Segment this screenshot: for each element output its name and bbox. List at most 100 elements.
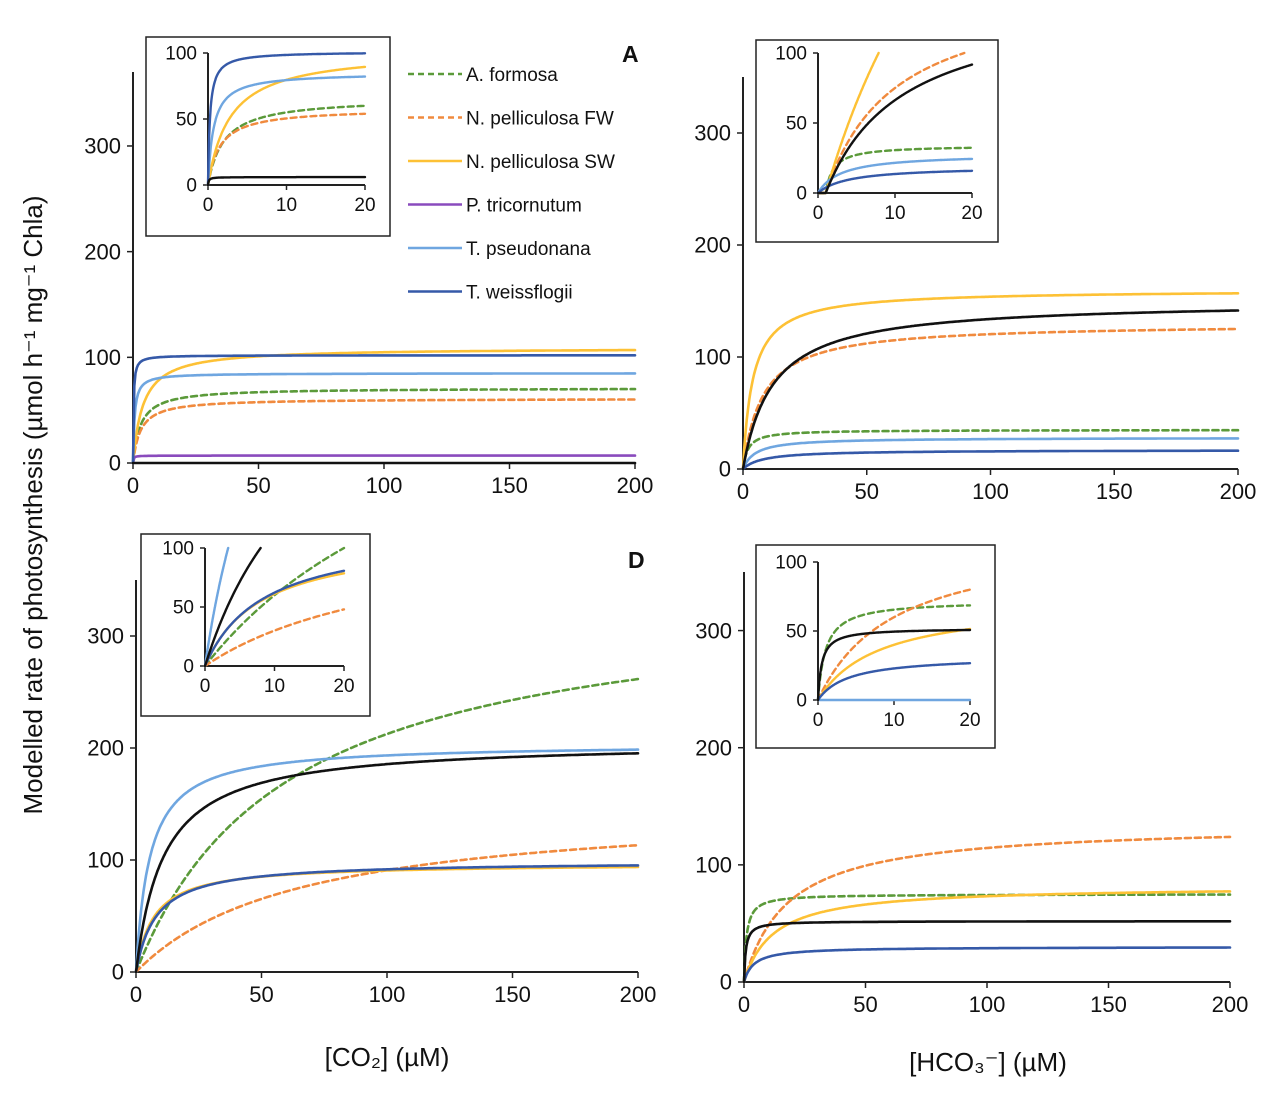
panel-b-inset-series-t-weissflogii xyxy=(816,169,974,195)
panel-label-d: D xyxy=(628,547,645,573)
x-axis-title-hco3: [HCO₃⁻] (µM) xyxy=(909,1047,1067,1077)
panel-b-inset-series-a-formosa xyxy=(816,146,974,195)
panel-d-x-tick-label: 150 xyxy=(1090,992,1127,1017)
panel-b-inset-y-tick-label: 100 xyxy=(775,44,807,65)
panel-c-inset-series-unlabeled xyxy=(203,546,262,668)
legend-label: N. pelliculosa SW xyxy=(466,152,615,173)
panel-c-inset-x-tick-label: 0 xyxy=(200,676,211,697)
panel-a-series-n-pelliculosa-sw xyxy=(131,348,637,465)
panel-b-inset-y-tick-label: 0 xyxy=(796,184,807,205)
panel-d-y-tick-label: 200 xyxy=(695,735,732,760)
legend-item-p-tricornutum: P. tricornutum xyxy=(408,196,582,217)
panel-c-inset-y-tick-label: 0 xyxy=(183,657,194,678)
panel-c-y-tick-label: 100 xyxy=(87,848,124,873)
panel-b-inset-series-n-pelliculosa-fw xyxy=(816,51,966,195)
panel-d-x-tick-label: 200 xyxy=(1212,992,1249,1017)
panel-b-series-a-formosa xyxy=(741,428,1240,471)
panel-d-inset-series-n-pelliculosa-fw xyxy=(816,588,972,702)
panel-a-y-tick-label: 200 xyxy=(84,239,121,264)
panel-c-series-unlabeled xyxy=(134,752,640,974)
panel-a-x-tick-label: 50 xyxy=(246,473,270,498)
panel-label-a: A xyxy=(622,41,639,67)
panel-d-series-n-pelliculosa-sw xyxy=(742,890,1232,984)
panel-d-inset-series-a-formosa xyxy=(816,604,972,702)
panel-c-inset: 0 10 20 0 50 100 xyxy=(140,533,371,717)
legend-label: T. pseudonana xyxy=(466,239,591,260)
panel-b-x-tick-label: 100 xyxy=(972,479,1009,504)
panel-c-x-tick-label: 200 xyxy=(620,982,657,1007)
panel-a-inset-series-n-pelliculosa-fw xyxy=(206,112,367,187)
panel-a-series-p-tricornutum xyxy=(131,454,637,465)
legend-label: A. formosa xyxy=(466,65,558,86)
panel-c-series-t-pseudonana xyxy=(134,748,640,974)
panel-a-series-n-pelliculosa-fw xyxy=(131,398,637,465)
panel-d-inset: 0 10 20 0 50 100 xyxy=(755,544,996,749)
panel-c-x-tick-label: 100 xyxy=(369,982,406,1007)
y-axis-title: Modelled rate of photosynthesis (µmol h⁻… xyxy=(18,195,48,814)
panel-a-inset-y-tick-label: 50 xyxy=(176,110,197,131)
panel-a-inset-y-tick-label: 0 xyxy=(186,176,197,197)
panel-a-series-t-weissflogii xyxy=(131,354,637,465)
panel-c-y-tick-label: 200 xyxy=(87,736,124,761)
panel-c-series-a-formosa xyxy=(134,677,640,974)
panel-d-y-tick-label: 100 xyxy=(695,853,732,878)
panel-c-inset-y-tick-label: 100 xyxy=(162,539,194,560)
panel-d-inset-series-n-pelliculosa-sw xyxy=(816,627,972,702)
panel-b-y-tick-label: 100 xyxy=(694,345,731,370)
panel-c-x-tick-label: 50 xyxy=(249,982,273,1007)
panel-c-x-tick-label: 0 xyxy=(130,982,142,1007)
panel-b-x-tick-label: 200 xyxy=(1220,479,1257,504)
panel-c-series-n-pelliculosa-fw xyxy=(134,843,640,974)
panel-a-x-tick-label: 150 xyxy=(491,473,528,498)
panel-d-series-a-formosa xyxy=(742,893,1232,984)
panel-d-inset-x-tick-label: 20 xyxy=(959,710,980,731)
panel-d-y-tick-label: 0 xyxy=(720,970,732,995)
panel-c-inset-y-tick-label: 50 xyxy=(173,598,194,619)
panel-c-series-t-weissflogii xyxy=(134,864,640,974)
panel-b-x-tick-label: 0 xyxy=(737,479,749,504)
panel-b-inset-series-t-pseudonana xyxy=(816,157,974,195)
panel-a-y-tick-label: 300 xyxy=(84,134,121,159)
panel-a-x-tick-label: 0 xyxy=(127,473,139,498)
panel-d-inset-series-t-weissflogii xyxy=(816,662,972,702)
panel-b-series-t-pseudonana xyxy=(741,437,1240,471)
panel-d-inset-frame xyxy=(755,544,996,749)
panel-b-inset-x-tick-label: 0 xyxy=(813,203,824,224)
panel-d-x-tick-label: 100 xyxy=(969,992,1006,1017)
x-axis-title-co2: [CO₂] (µM) xyxy=(325,1042,450,1072)
panel-d-inset-y-tick-label: 100 xyxy=(775,553,807,574)
panel-d-series-t-weissflogii xyxy=(742,946,1232,984)
panel-b-series-n-pelliculosa-fw xyxy=(741,327,1240,471)
panel-d-inset-y-tick-label: 50 xyxy=(786,622,807,643)
panel-b-y-tick-label: 200 xyxy=(694,233,731,258)
panel-a-x-tick-label: 100 xyxy=(366,473,403,498)
panel-b-y-tick-label: 0 xyxy=(719,457,731,482)
panel-d-inset-x-tick-label: 0 xyxy=(813,710,824,731)
panel-b-inset-x-tick-label: 10 xyxy=(884,203,905,224)
panel-c-inset-frame xyxy=(140,533,371,717)
panel-d-y-tick-label: 300 xyxy=(695,618,732,643)
panel-b-x-tick-label: 150 xyxy=(1096,479,1133,504)
legend-label: P. tricornutum xyxy=(466,196,582,217)
panel-d-inset-x-tick-label: 10 xyxy=(883,710,904,731)
panel-b-inset-y-tick-label: 50 xyxy=(786,114,807,135)
panel-a-y-tick-label: 0 xyxy=(109,451,121,476)
panel-c-y-tick-label: 0 xyxy=(112,960,124,985)
legend-item-a-formosa: A. formosa xyxy=(408,65,558,86)
panel-b-inset-frame xyxy=(755,39,999,243)
panel-c-inset-series-a-formosa xyxy=(203,546,346,668)
panel-a-inset: 0 10 20 0 50 100 xyxy=(145,36,391,237)
panel-a-x-tick-label: 200 xyxy=(617,473,654,498)
legend-item-t-pseudonana: T. pseudonana xyxy=(408,239,591,260)
panel-a-y-tick-label: 100 xyxy=(84,345,121,370)
panel-b-series-unlabeled xyxy=(741,309,1240,471)
panel-c-inset-series-t-weissflogii xyxy=(203,569,346,668)
panel-b-x-tick-label: 50 xyxy=(855,479,879,504)
panel-a-inset-x-tick-label: 20 xyxy=(354,195,375,216)
panel-b-series-t-weissflogii xyxy=(741,449,1240,471)
